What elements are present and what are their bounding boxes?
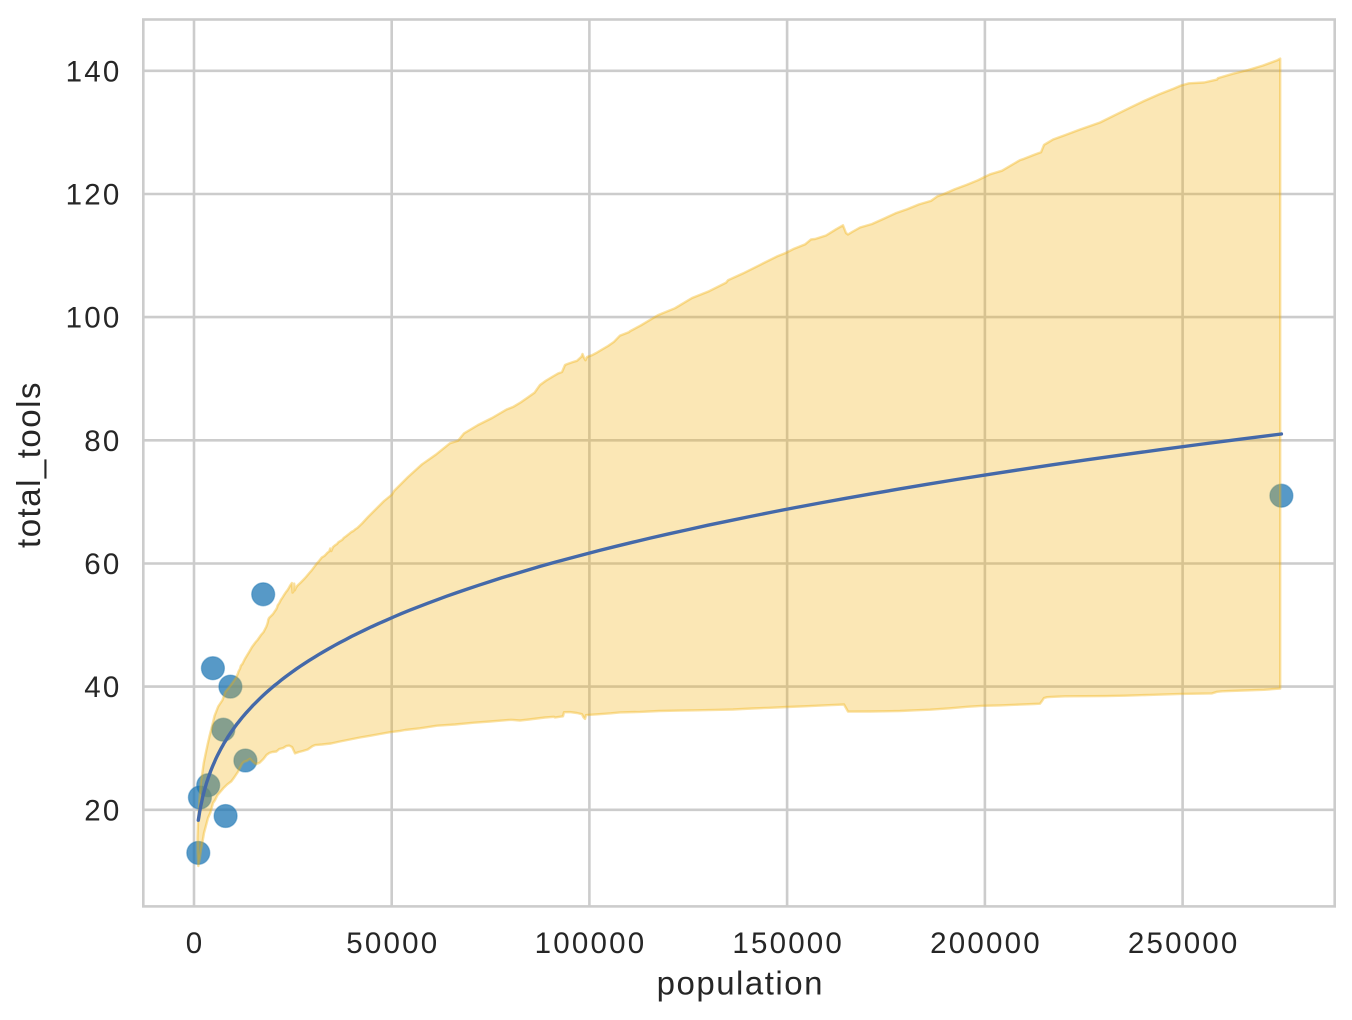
svg-text:200000: 200000	[930, 927, 1042, 960]
svg-text:80: 80	[84, 425, 121, 458]
svg-text:50000: 50000	[346, 927, 439, 960]
svg-text:0: 0	[186, 927, 205, 960]
svg-text:120: 120	[66, 179, 122, 212]
svg-text:population: population	[657, 964, 824, 1001]
svg-text:100000: 100000	[535, 927, 647, 960]
svg-text:20: 20	[84, 794, 121, 827]
svg-text:total_tools: total_tools	[10, 381, 47, 548]
svg-text:60: 60	[84, 548, 121, 581]
svg-text:140: 140	[66, 55, 122, 88]
svg-text:250000: 250000	[1128, 927, 1240, 960]
svg-text:40: 40	[84, 671, 121, 704]
svg-text:100: 100	[66, 302, 122, 335]
svg-text:150000: 150000	[732, 927, 844, 960]
